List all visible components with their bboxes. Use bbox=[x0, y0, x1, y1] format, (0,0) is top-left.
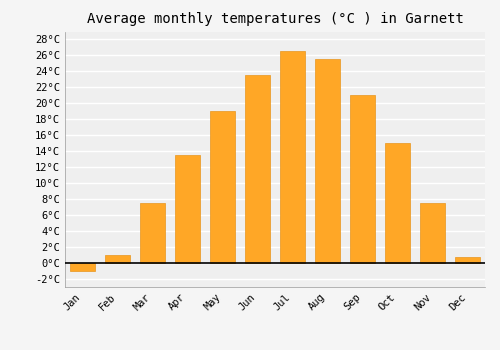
Bar bbox=[420, 203, 445, 263]
Bar bbox=[455, 257, 480, 263]
Bar bbox=[176, 155, 200, 263]
Bar bbox=[70, 263, 95, 271]
Bar bbox=[210, 111, 235, 263]
Bar bbox=[350, 95, 375, 263]
Bar bbox=[316, 60, 340, 263]
Bar bbox=[280, 51, 305, 263]
Bar bbox=[105, 255, 130, 263]
Bar bbox=[140, 203, 165, 263]
Bar bbox=[385, 143, 410, 263]
Title: Average monthly temperatures (°C ) in Garnett: Average monthly temperatures (°C ) in Ga… bbox=[86, 12, 464, 26]
Bar bbox=[245, 75, 270, 263]
